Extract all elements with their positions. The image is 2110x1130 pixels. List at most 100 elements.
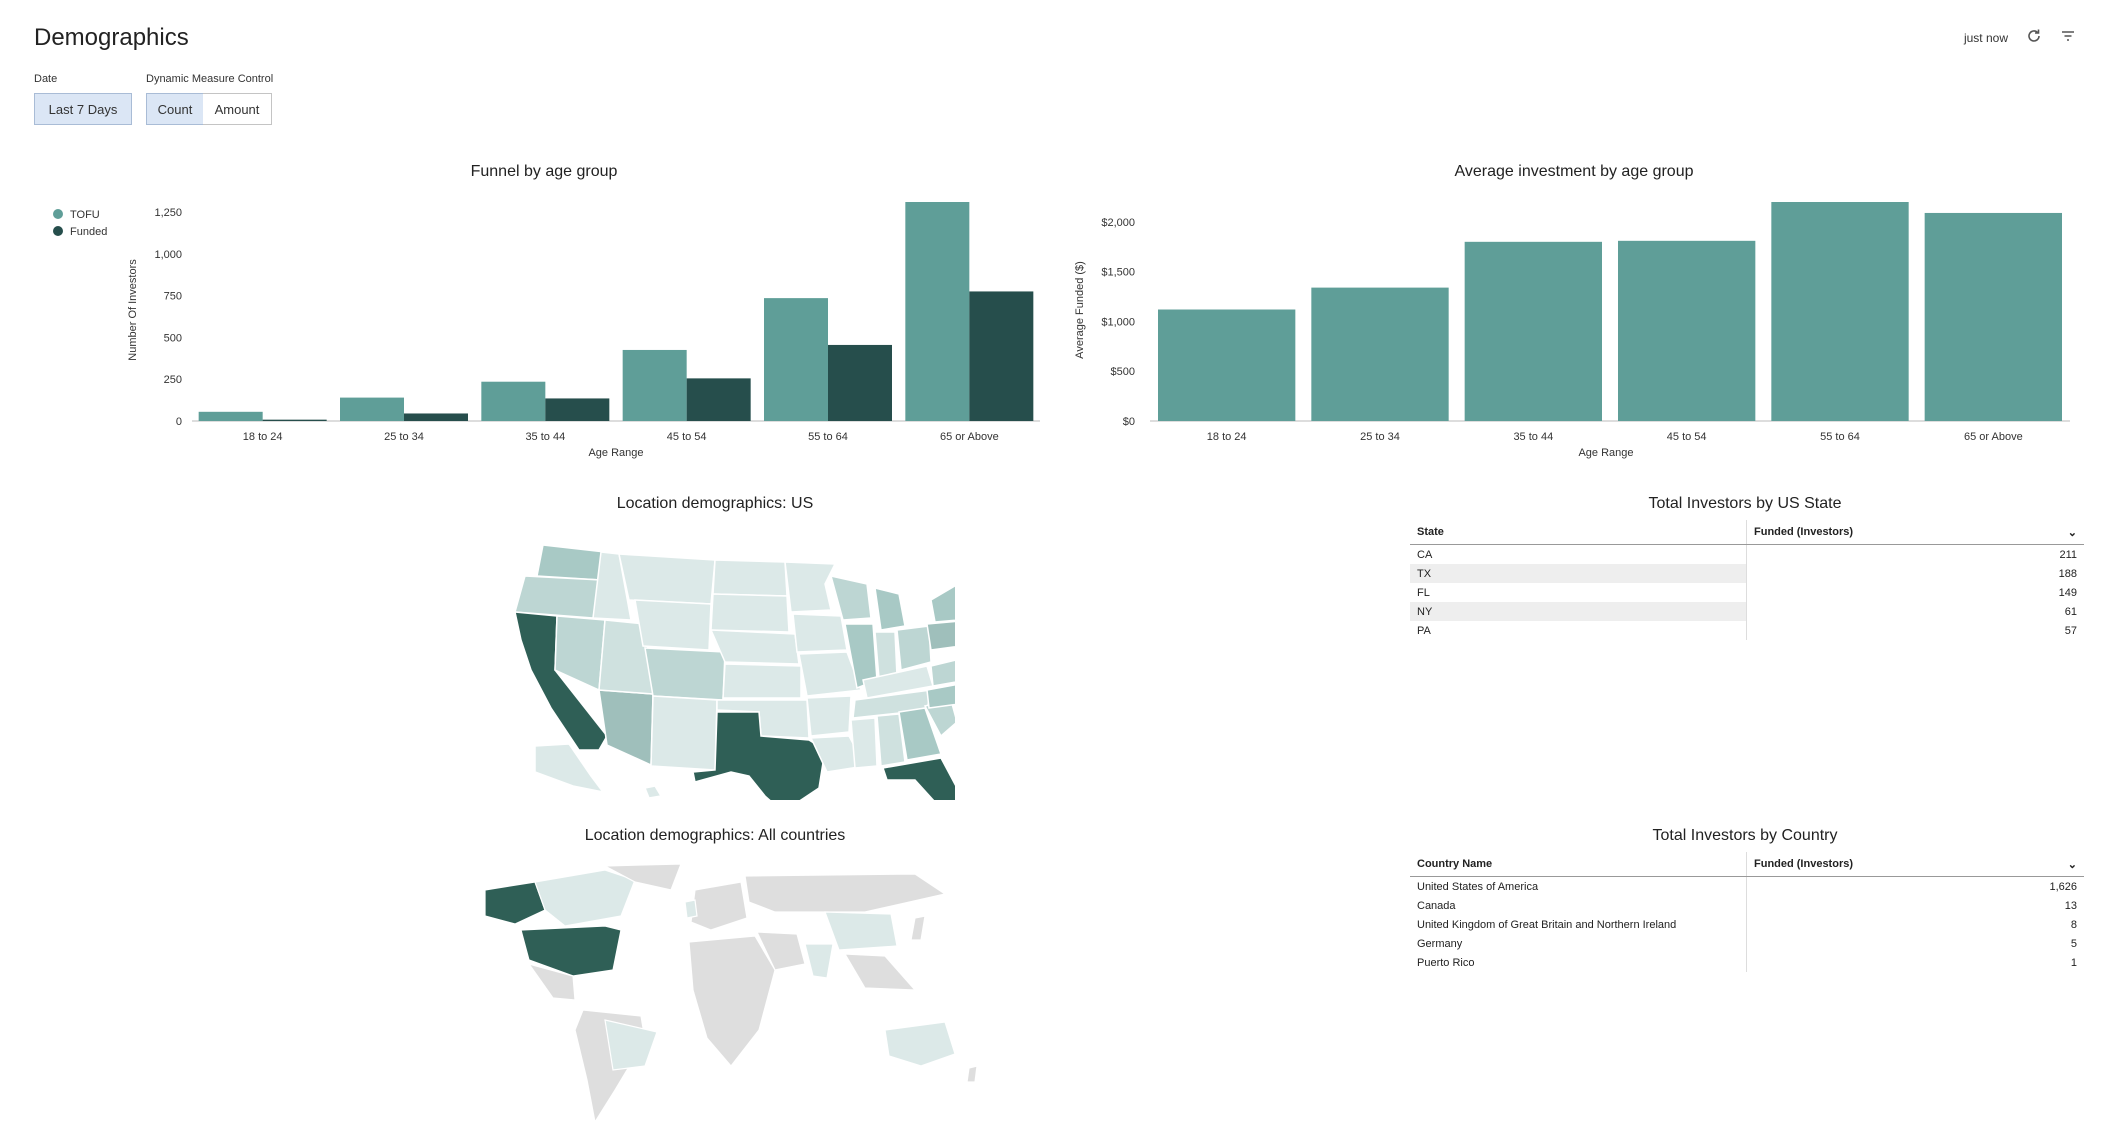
country-alaska[interactable] xyxy=(484,881,546,925)
measure-count-button[interactable]: Count xyxy=(146,93,204,125)
state-mn[interactable] xyxy=(784,561,837,613)
state-ms[interactable] xyxy=(850,717,878,769)
chevron-down-icon[interactable]: ⌄ xyxy=(2067,858,2077,871)
state-oh[interactable] xyxy=(896,625,932,671)
avg-bar[interactable] xyxy=(1311,287,1449,421)
country-middle-east[interactable] xyxy=(756,931,806,971)
state-nd[interactable] xyxy=(712,559,788,597)
chevron-down-icon[interactable]: ⌄ xyxy=(2067,526,2077,539)
state-tx[interactable] xyxy=(692,711,826,800)
table-row[interactable]: Puerto Rico 1 xyxy=(1410,953,2084,972)
avg-x-axis-label: Age Range xyxy=(1578,447,1633,459)
table-row[interactable]: CA 211 xyxy=(1410,544,2084,564)
state-wy[interactable] xyxy=(634,599,712,651)
state-fl[interactable] xyxy=(882,757,955,800)
country-russia[interactable] xyxy=(744,873,947,913)
state-ak[interactable] xyxy=(534,743,605,794)
avg-y-tick-label: $1,500 xyxy=(1101,267,1135,279)
funnel-x-tick-label: 45 to 54 xyxy=(667,431,707,443)
funnel-bar-funded[interactable] xyxy=(545,398,610,421)
date-range-button[interactable]: Last 7 Days xyxy=(34,93,132,125)
avg-y-tick-label: $0 xyxy=(1123,416,1135,428)
country-australia[interactable] xyxy=(884,1021,956,1067)
country-mexico[interactable] xyxy=(527,962,576,1001)
funnel-y-tick-label: 250 xyxy=(164,374,182,386)
state-ne[interactable] xyxy=(709,629,800,665)
state-in[interactable] xyxy=(874,631,898,679)
column-header-state[interactable]: State xyxy=(1410,520,1747,545)
avg-bar[interactable] xyxy=(1464,241,1602,421)
state-ia[interactable] xyxy=(792,613,848,653)
table-row[interactable]: United States of America 1,626 xyxy=(1410,876,2084,896)
state-nm[interactable] xyxy=(650,695,718,771)
state-mi[interactable] xyxy=(874,587,906,631)
country-new-zealand[interactable] xyxy=(966,1065,978,1083)
avg-bar[interactable] xyxy=(1618,240,1756,421)
avg-x-tick-label: 65 or Above xyxy=(1964,431,2023,443)
state-az[interactable] xyxy=(598,689,654,767)
state-sd[interactable] xyxy=(710,593,790,633)
avg-bar[interactable] xyxy=(1771,202,1909,421)
table-cell-name: FL xyxy=(1417,586,1430,599)
funnel-bar-tofu[interactable] xyxy=(340,397,404,421)
country-greenland[interactable] xyxy=(602,863,682,891)
table-row[interactable]: Canada 13 xyxy=(1410,896,2084,915)
country-africa[interactable] xyxy=(688,935,776,1067)
avg-x-tick-label: 45 to 54 xyxy=(1667,431,1707,443)
column-header-funded[interactable]: Funded (Investors) ⌄ xyxy=(1746,520,2084,545)
funnel-y-axis-label: Number Of Investors xyxy=(127,259,139,361)
country-india[interactable] xyxy=(804,943,834,979)
state-hi[interactable] xyxy=(643,785,663,799)
state-pa[interactable] xyxy=(926,620,955,651)
state-wa[interactable] xyxy=(536,544,606,581)
country-usa[interactable] xyxy=(520,925,622,977)
column-header-funded[interactable]: Funded (Investors) ⌄ xyxy=(1746,852,2084,877)
table-row[interactable]: FL 149 xyxy=(1410,583,2084,602)
table-row[interactable]: NY 61 xyxy=(1410,602,2084,621)
country-canada[interactable] xyxy=(534,869,636,927)
state-co[interactable] xyxy=(644,647,726,701)
state-ks[interactable] xyxy=(722,663,802,699)
state-wi[interactable] xyxy=(829,574,872,621)
country-china[interactable] xyxy=(824,911,898,951)
column-header-country[interactable]: Country Name xyxy=(1410,852,1747,877)
funnel-bar-tofu[interactable] xyxy=(905,202,970,421)
state-mo[interactable] xyxy=(798,651,863,697)
country-uk[interactable] xyxy=(684,899,698,919)
state-or[interactable] xyxy=(514,575,602,619)
funnel-bar-tofu[interactable] xyxy=(764,298,828,421)
country-japan[interactable] xyxy=(910,915,926,941)
country-europe[interactable] xyxy=(690,881,748,931)
state-mt[interactable] xyxy=(618,553,716,605)
state-va[interactable] xyxy=(930,656,955,687)
funnel-bar-funded[interactable] xyxy=(686,378,751,421)
funnel-bar-tofu[interactable] xyxy=(481,381,546,421)
state-ny[interactable] xyxy=(930,580,955,623)
refresh-icon[interactable] xyxy=(2026,28,2042,47)
state-ga[interactable] xyxy=(898,707,942,761)
funnel-bar-funded[interactable] xyxy=(262,419,327,421)
avg-y-tick-label: $1,000 xyxy=(1101,316,1135,328)
us-state-table-body: CA 211 TX 188 FL 149 NY 61 PA 57 xyxy=(1410,544,2084,640)
measure-amount-button[interactable]: Amount xyxy=(203,93,272,125)
table-row[interactable]: PA 57 xyxy=(1410,621,2084,640)
funnel-bar-funded[interactable] xyxy=(404,413,468,421)
avg-bar[interactable] xyxy=(1158,309,1296,421)
filter-icon[interactable] xyxy=(2060,28,2076,47)
funnel-bar-funded[interactable] xyxy=(969,291,1034,421)
funnel-x-axis-label: Age Range xyxy=(588,447,643,459)
funnel-bar-funded[interactable] xyxy=(828,344,892,421)
funnel-bar-tofu[interactable] xyxy=(622,349,687,421)
state-ar[interactable] xyxy=(806,695,852,737)
avg-bar[interactable] xyxy=(1924,212,2062,421)
country-brazil[interactable] xyxy=(604,1019,658,1071)
state-al[interactable] xyxy=(876,713,906,767)
table-row[interactable]: Germany 5 xyxy=(1410,934,2084,953)
table-cell-value: 188 xyxy=(1746,564,2084,583)
table-row[interactable]: United Kingdom of Great Britain and Nort… xyxy=(1410,915,2084,934)
table-row[interactable]: TX 188 xyxy=(1410,564,2084,583)
state-nc[interactable] xyxy=(926,680,955,709)
date-control-label: Date xyxy=(34,73,58,85)
funnel-bar-tofu[interactable] xyxy=(198,411,263,421)
country-se-asia[interactable] xyxy=(843,953,917,991)
